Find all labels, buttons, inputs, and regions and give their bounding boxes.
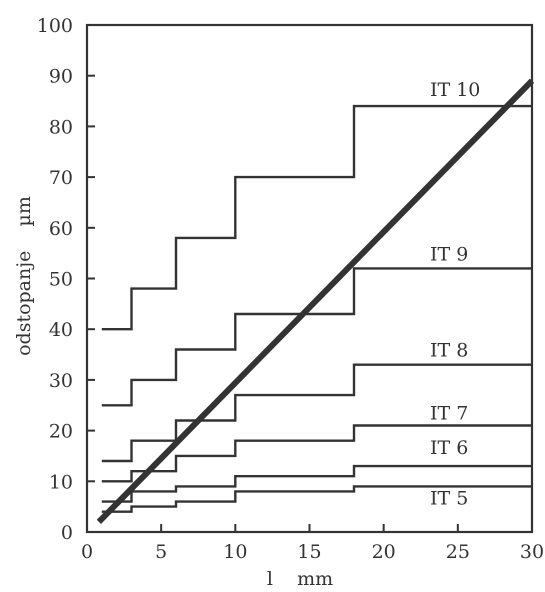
x-tick-label: 15	[297, 541, 321, 563]
series-it-10	[101, 104, 532, 331]
series-it-5	[101, 485, 532, 513]
label-it-9: IT 9	[430, 243, 468, 265]
x-tick-label: 20	[372, 541, 396, 563]
y-tick-label: 70	[49, 167, 73, 189]
y-tick-label: 100	[37, 15, 73, 37]
label-it-8: IT 8	[430, 340, 468, 362]
label-it-10: IT 10	[430, 79, 480, 101]
series-it-8	[101, 363, 532, 463]
y-tick-label: 20	[49, 421, 73, 443]
label-it-7: IT 7	[430, 403, 468, 425]
y-tick-label: 0	[61, 522, 73, 544]
x-tick-label: 25	[446, 541, 470, 563]
y-tick-label: 80	[49, 116, 73, 138]
y-tick-label: 10	[49, 471, 73, 493]
tick-layer	[86, 24, 533, 533]
label-it-5: IT 5	[430, 487, 468, 509]
x-tick-label: 5	[155, 541, 167, 563]
series-layer	[96, 78, 535, 524]
label-layer: IT 10 IT 9 IT 8 IT 7 IT 6 IT 5 0 5 10 15 20 25 30 0 10…	[37, 15, 544, 563]
y-axis-title: odstopanje µm	[13, 196, 35, 356]
series-it-6	[101, 464, 532, 503]
x-axis-title: l mm	[267, 568, 333, 590]
x-tick-label: 10	[223, 541, 247, 563]
x-tick-label: 0	[81, 541, 93, 563]
y-tick-label: 90	[49, 66, 73, 88]
label-it-6: IT 6	[430, 437, 468, 459]
y-tick-label: 60	[49, 218, 73, 240]
trend-line	[96, 78, 535, 524]
y-tick-label: 30	[49, 370, 73, 392]
x-tick-label: 30	[520, 541, 544, 563]
series-it-9	[101, 267, 532, 407]
series-it-7	[101, 424, 532, 483]
y-tick-label: 40	[49, 319, 73, 341]
y-tick-label: 50	[49, 269, 73, 291]
